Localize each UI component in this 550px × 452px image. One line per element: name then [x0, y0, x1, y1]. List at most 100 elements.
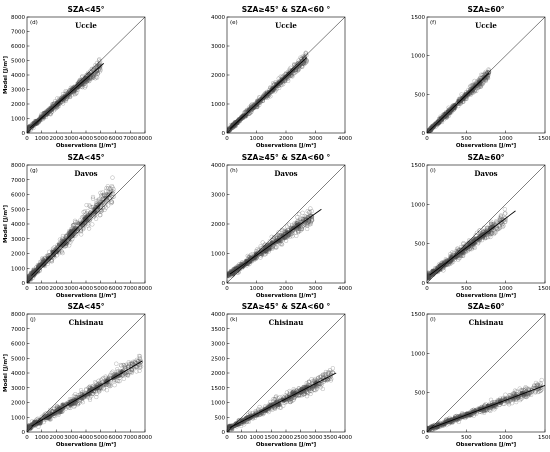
scatter-point — [94, 66, 99, 71]
scatter-point — [100, 200, 105, 205]
scatter-point — [94, 216, 99, 221]
x-tick-label: 5000 — [94, 286, 108, 292]
x-axis-label: Observations [J/m²] — [56, 441, 117, 448]
scatter-point — [296, 228, 301, 234]
scatter-point — [300, 210, 305, 215]
scatter-point — [98, 69, 103, 74]
station-name: Davos — [474, 169, 497, 178]
x-tick-label: 3000 — [309, 136, 323, 142]
x-tick-label: 2000 — [279, 286, 293, 292]
scatter-point — [302, 222, 307, 227]
y-tick-label: 5000 — [11, 356, 25, 362]
scatter-point — [27, 425, 31, 430]
scatter-point — [60, 251, 65, 256]
y-tick-label: 7000 — [11, 178, 25, 184]
scatter-point — [279, 241, 284, 247]
scatter-points — [227, 206, 315, 282]
scatter-point — [54, 403, 59, 408]
x-tick-label: 3000 — [64, 136, 78, 142]
scatter-point — [99, 377, 104, 383]
scatter-point — [102, 207, 107, 212]
scatter-point — [302, 218, 307, 223]
scatter-point — [280, 242, 285, 247]
panel-letter: (d) — [30, 20, 38, 26]
panel-letter: (j) — [30, 317, 36, 323]
scatter-point — [138, 362, 143, 367]
panel-i: 050010001500050010001500Observations [J/… — [411, 153, 550, 299]
x-tick-label: 2000 — [50, 435, 64, 441]
scatter-point — [298, 228, 303, 233]
scatter-point — [90, 194, 96, 200]
y-tick-label: 5000 — [11, 207, 25, 213]
y-tick-label: 2000 — [11, 401, 25, 407]
panel-title: SZA≥45° & SZA<60 ° — [242, 302, 331, 311]
scatter-point — [72, 218, 78, 223]
station-name: Davos — [74, 169, 97, 178]
scatter-point — [109, 201, 114, 206]
scatter-point — [109, 199, 114, 204]
scatter-point — [290, 234, 295, 239]
scatter-point — [102, 192, 107, 197]
regression-line — [31, 360, 143, 427]
scatter-point — [494, 225, 500, 230]
scatter-point — [290, 68, 294, 72]
scatter-point — [282, 236, 286, 241]
panel-k: 0 500 1000 1500 2000 2500 3000 3500 400005001000… — [211, 302, 352, 448]
y-tick-label: 1500 — [411, 15, 425, 21]
x-tick-label: 1000 — [499, 136, 513, 142]
x-tick-label: 1500 — [538, 286, 550, 292]
scatter-point — [101, 375, 106, 380]
scatter-point — [82, 209, 87, 214]
scatter-point — [427, 274, 432, 279]
scatter-point — [306, 219, 311, 224]
x-tick-label: 0 — [225, 286, 229, 292]
scatter-point — [492, 230, 497, 236]
panel-e: 0 1000 2000 3000 400001000200030004000Observ… — [211, 5, 352, 149]
scatter-point — [55, 250, 60, 255]
y-tick-label: 0 — [222, 430, 226, 436]
y-tick-label: 1000 — [411, 54, 425, 60]
scatter-points — [227, 366, 336, 432]
scatter-point — [97, 213, 102, 218]
y-tick-label: 1000 — [211, 401, 225, 407]
y-tick-label: 2000 — [211, 222, 225, 228]
scatter-point — [101, 205, 106, 210]
x-tick-label: 3000 — [64, 435, 78, 441]
y-tick-label: 4000 — [11, 371, 25, 377]
plot-frame — [426, 16, 546, 134]
scatter-point — [137, 353, 142, 358]
panel-title: SZA≥45° & SZA<60 ° — [242, 5, 331, 14]
panel-d: 0 1000 2000 3000 4000 5000 6000 7000 80000100020… — [2, 5, 152, 149]
scatter-point — [503, 211, 508, 216]
one-to-one-line — [226, 164, 346, 284]
scatter-point — [104, 186, 109, 191]
scatter-point — [329, 376, 334, 381]
scatter-point — [489, 219, 494, 224]
y-tick-label: 2000 — [11, 252, 25, 258]
scatter-point — [115, 367, 120, 372]
scatter-point — [486, 71, 491, 76]
x-axis-label: Observations [J/m²] — [256, 142, 317, 149]
scatter-point — [94, 61, 99, 66]
scatter-point — [67, 235, 72, 240]
scatter-point — [94, 68, 99, 73]
y-tick-label: 3000 — [11, 88, 25, 94]
x-tick-label: 6000 — [109, 286, 123, 292]
scatter-point — [94, 394, 99, 400]
one-to-one-line — [26, 164, 146, 284]
scatter-point — [101, 386, 106, 391]
y-tick-label: 500 — [215, 415, 226, 421]
x-tick-label: 4000 — [79, 136, 93, 142]
scatter-points — [427, 377, 544, 432]
station-name: Davos — [274, 169, 297, 178]
scatter-point — [91, 74, 96, 79]
scatter-point — [96, 198, 101, 203]
scatter-point — [309, 377, 314, 382]
scatter-point — [319, 374, 324, 379]
scatter-point — [261, 96, 266, 101]
scatter-point — [108, 383, 113, 388]
scatter-point — [87, 226, 92, 231]
x-tick-label: 0 — [225, 136, 229, 142]
scatter-point — [129, 368, 135, 373]
scatter-point — [134, 369, 139, 374]
